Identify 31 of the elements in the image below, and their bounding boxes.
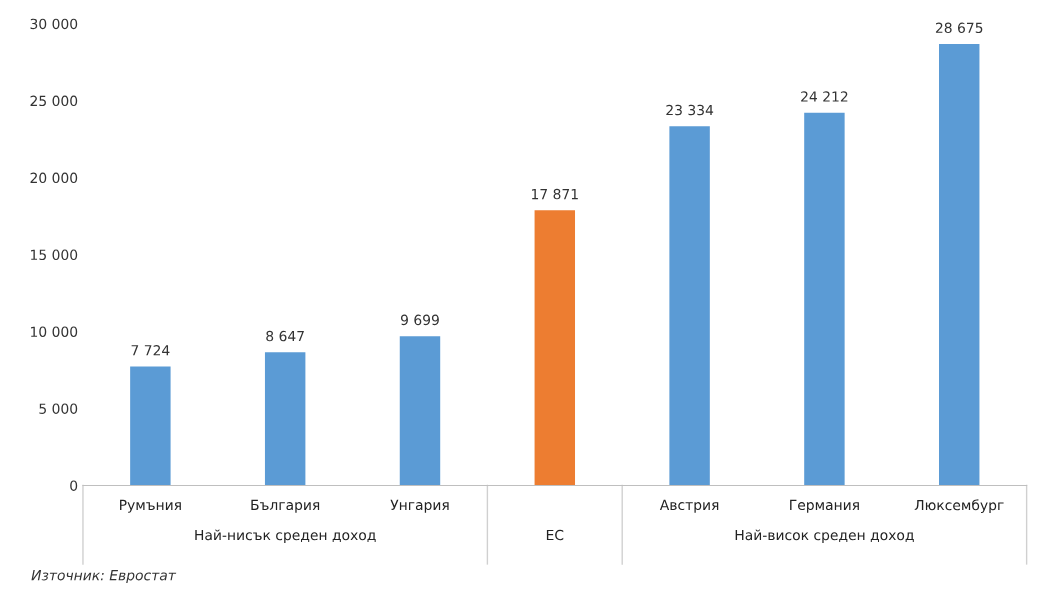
bar bbox=[534, 210, 576, 486]
data-label: 8 647 bbox=[266, 330, 304, 342]
data-label: 9 699 bbox=[400, 314, 439, 326]
x-tick-label: Германия bbox=[790, 499, 859, 513]
bar bbox=[939, 44, 980, 486]
y-tick-label: 0 bbox=[70, 480, 78, 491]
y-tick-label: 30 000 bbox=[30, 18, 78, 30]
bar bbox=[399, 336, 441, 486]
data-label: 24 212 bbox=[801, 91, 848, 102]
y-tick-label: 25 000 bbox=[30, 95, 78, 107]
bar bbox=[130, 366, 171, 486]
x-tick-label: България bbox=[251, 499, 320, 513]
text: Най-висок среден доход bbox=[735, 529, 914, 543]
text: ЕС bbox=[546, 529, 564, 541]
x-tick-label: Унгария bbox=[390, 499, 449, 513]
y-tick-label: 10 000 bbox=[31, 326, 78, 337]
bar bbox=[669, 126, 710, 486]
y-tick-label: 5 000 bbox=[39, 403, 78, 414]
text: Източник: Евростат bbox=[31, 570, 177, 584]
bar bbox=[264, 352, 306, 486]
y-tick-label: 15 000 bbox=[31, 249, 78, 261]
x-tick-label: Австрия bbox=[659, 499, 719, 513]
text: Най-нисък среден доход bbox=[195, 529, 376, 543]
data-label: 7 724 bbox=[131, 345, 170, 356]
data-label: 17 871 bbox=[532, 188, 578, 200]
x-tick-label: Люксембург bbox=[914, 499, 1004, 514]
x-tick-label: Румъния bbox=[120, 499, 181, 513]
y-tick-label: 20 000 bbox=[30, 172, 78, 184]
data-label: 23 334 bbox=[666, 104, 714, 116]
data-label: 28 675 bbox=[935, 22, 983, 34]
bar bbox=[804, 112, 845, 486]
